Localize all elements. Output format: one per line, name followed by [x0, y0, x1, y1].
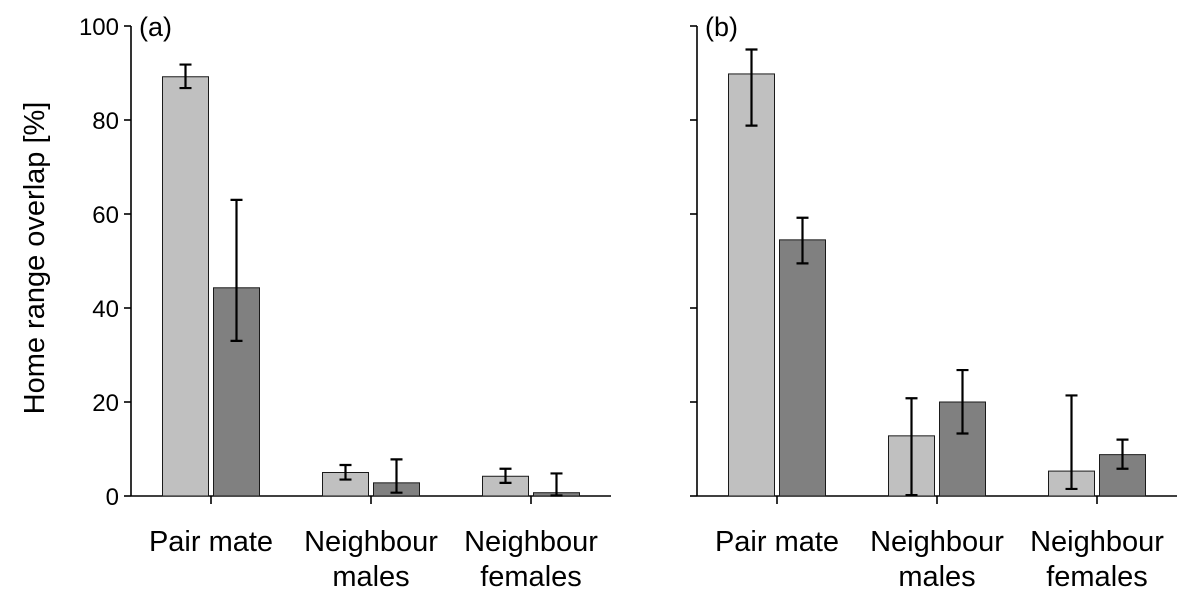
x-tick-label-b-2-0: Neighbour — [1030, 526, 1164, 558]
bar-a-cat0-s0 — [162, 76, 209, 497]
error-bar-a-cat2-s0 — [499, 467, 512, 484]
x-tick-label-b-2-1: females — [1046, 561, 1148, 593]
error-bar-a-cat0-s0 — [179, 63, 192, 90]
error-bar-a-cat1-s0 — [339, 463, 352, 481]
error-bar-b-cat0-s0 — [745, 48, 758, 127]
panel-b: (b)Pair mate NeighbourmalesNeighbourfemal… — [690, 12, 1177, 593]
x-tick-label-b-1-1: males — [898, 561, 975, 593]
bar-b-cat0-s0 — [728, 73, 775, 497]
error-bar-b-cat1-s0 — [905, 397, 918, 497]
error-bar-a-cat1-s1 — [390, 458, 403, 494]
y-tick-label-a-40: 40 — [92, 296, 119, 323]
y-tick-label-a-100: 100 — [79, 14, 119, 41]
x-tick-label-a-0-0: Pair mate — [149, 526, 273, 558]
error-bar-b-cat0-s1 — [796, 216, 809, 265]
x-tick-label-a-2-0: Neighbour — [464, 526, 598, 558]
y-axis-label: Home range overlap [%] — [19, 102, 51, 415]
panel-label-b: (b) — [705, 12, 738, 42]
x-tick-label-b-1-0: Neighbour — [870, 526, 1004, 558]
y-tick-label-a-20: 20 — [92, 390, 119, 417]
bar-b-cat0-s1 — [779, 239, 826, 497]
x-tick-label-a-2-1: females — [480, 561, 582, 593]
y-tick-label-a-60: 60 — [92, 202, 119, 229]
y-tick-label-a-0: 0 — [106, 484, 119, 511]
x-tick-label-b-0-0: Pair mate — [715, 526, 839, 558]
y-tick-label-a-80: 80 — [92, 108, 119, 135]
error-bar-b-cat1-s1 — [956, 368, 969, 435]
error-bar-a-cat2-s1 — [550, 472, 563, 497]
x-tick-label-a-1-1: males — [332, 561, 409, 593]
panel-label-a: (a) — [139, 12, 172, 42]
x-tick-label-a-1-0: Neighbour — [304, 526, 438, 558]
error-bar-b-cat2-s0 — [1065, 394, 1078, 491]
error-bar-a-cat0-s1 — [230, 198, 243, 342]
error-bar-b-cat2-s1 — [1116, 438, 1129, 470]
